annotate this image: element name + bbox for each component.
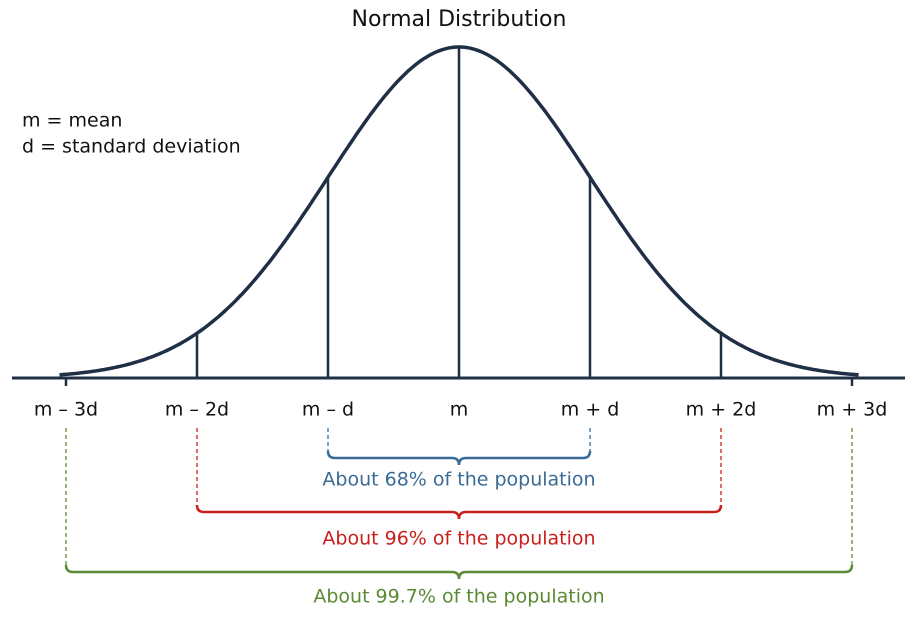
axis-label: m – 2d: [165, 399, 229, 421]
axis-label: m – 3d: [34, 399, 98, 421]
legend-line: d = standard deviation: [22, 136, 241, 158]
bracket: [326, 450, 592, 466]
axis-label: m – d: [302, 399, 354, 421]
bracket-label: About 99.7% of the population: [313, 586, 604, 608]
bracket-label: About 68% of the population: [322, 469, 595, 491]
axis-label: m: [450, 399, 469, 421]
bracket: [64, 564, 854, 580]
axis-label: m + 3d: [817, 399, 888, 421]
bracket: [195, 504, 723, 520]
axis-label: m + 2d: [686, 399, 757, 421]
title: Normal Distribution: [352, 7, 567, 32]
legend-line: m = mean: [22, 110, 122, 132]
axis-label: m + d: [561, 399, 620, 421]
bracket-label: About 96% of the population: [322, 528, 595, 550]
